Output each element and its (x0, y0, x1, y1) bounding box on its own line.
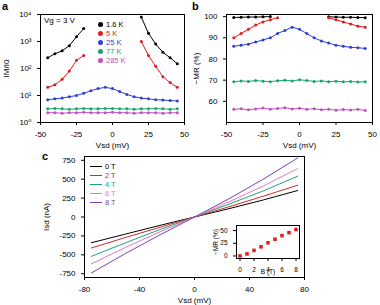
svg-text:-80: -80 (79, 285, 91, 294)
svg-text:10⁰: 10⁰ (19, 118, 31, 127)
svg-text:-50: -50 (35, 130, 47, 139)
svg-text:250: 250 (62, 194, 76, 203)
svg-text:500: 500 (62, 175, 76, 184)
svg-text:50: 50 (220, 227, 228, 234)
svg-text:-500: -500 (59, 250, 76, 259)
svg-text:-50: -50 (221, 130, 233, 139)
svg-text:50: 50 (180, 130, 189, 139)
svg-text:-25: -25 (71, 130, 83, 139)
svg-text:0: 0 (297, 130, 302, 139)
svg-text:70: 70 (209, 76, 218, 85)
svg-text:−MR (%): −MR (%) (212, 229, 220, 255)
svg-text:IM/I0: IM/I0 (2, 59, 11, 77)
svg-text:2: 2 (252, 266, 256, 273)
html-text:5 K: 5 K (106, 29, 118, 38)
svg-text:40: 40 (245, 285, 254, 294)
svg-text:6: 6 (280, 266, 284, 273)
svg-text:750: 750 (62, 156, 76, 165)
svg-text:25: 25 (144, 130, 153, 139)
html-text:0 T: 0 T (105, 162, 116, 171)
svg-text:0: 0 (238, 266, 242, 273)
svg-text:−MR (%): −MR (%) (192, 52, 201, 84)
svg-text:-40: -40 (134, 285, 146, 294)
html-text:2 T: 2 T (105, 171, 116, 180)
svg-text:100: 100 (204, 12, 218, 21)
html-text:25 K: 25 K (106, 38, 122, 47)
html-text:1.6 K: 1.6 K (106, 20, 124, 29)
html-text:77 K: 77 K (106, 47, 122, 56)
html-text:4 T: 4 T (105, 180, 116, 189)
svg-text:Vsd (mV): Vsd (mV) (178, 296, 212, 305)
svg-text:0: 0 (110, 130, 115, 139)
svg-text:50: 50 (368, 130, 377, 139)
svg-text:80: 80 (209, 55, 218, 64)
svg-text:25: 25 (332, 130, 341, 139)
svg-text:-250: -250 (59, 231, 76, 240)
svg-text:-25: -25 (257, 130, 269, 139)
svg-text:10⁴: 10⁴ (19, 10, 32, 19)
svg-text:90: 90 (209, 33, 218, 42)
html-text:b: b (192, 0, 199, 12)
svg-text:0: 0 (71, 213, 76, 222)
html-text:6 T: 6 T (105, 189, 116, 198)
html-text:285 K: 285 K (106, 56, 126, 65)
svg-text:10¹: 10¹ (20, 91, 32, 100)
html-text:Vg = 3 V: Vg = 3 V (44, 16, 75, 25)
svg-text:B (T): B (T) (261, 268, 275, 276)
svg-text:25: 25 (220, 239, 228, 246)
svg-text:Vsd (mV): Vsd (mV) (283, 141, 317, 150)
html-text:c: c (42, 150, 49, 162)
svg-text:Vsd (mV): Vsd (mV) (96, 141, 130, 150)
svg-text:60: 60 (209, 97, 218, 106)
svg-text:10²: 10² (20, 64, 32, 73)
svg-text:Isd (nA): Isd (nA) (42, 203, 51, 231)
svg-text:80: 80 (300, 285, 309, 294)
svg-text:-750: -750 (59, 269, 76, 278)
svg-text:8: 8 (294, 266, 298, 273)
svg-text:10³: 10³ (20, 37, 32, 46)
svg-text:0: 0 (192, 285, 197, 294)
svg-text:0: 0 (224, 252, 228, 259)
html-text:a: a (2, 0, 9, 12)
html-text:8 T: 8 T (105, 198, 116, 207)
